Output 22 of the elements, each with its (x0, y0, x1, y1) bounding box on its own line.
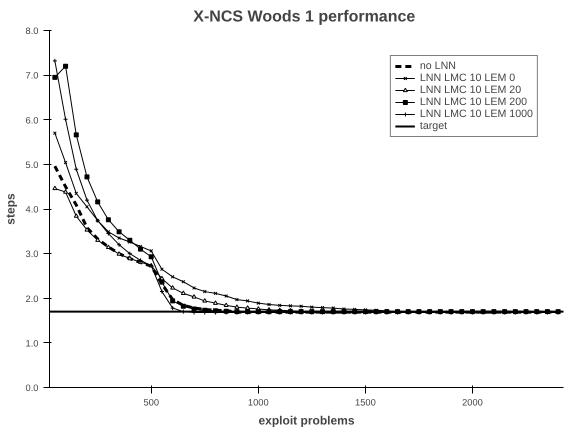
x-tick-label: 2000 (462, 398, 483, 408)
y-axis-title: steps (4, 193, 18, 225)
chart-title: X-NCS Woods 1 performance (193, 8, 416, 26)
y-tick-label: 3.0 (26, 249, 38, 260)
y-tick-label: 6.0 (26, 115, 38, 126)
y-tick-label: 0.0 (26, 383, 38, 393)
x-axis-title: exploit problems (258, 414, 355, 428)
legend-label: LNN LMC 10 LEM 1000 (420, 108, 533, 120)
legend-label: target (420, 120, 448, 132)
legend-label: LNN LMC 10 LEM 0 (420, 72, 516, 84)
x-tick-label: 1000 (248, 398, 269, 408)
legend-label: LNN LMC 10 LEM 20 (420, 84, 522, 96)
x-tick-label: 1500 (355, 398, 376, 408)
y-tick-label: 1.0 (26, 338, 38, 348)
y-tick-label: 4.0 (26, 204, 38, 214)
y-tick-label: 8.0 (26, 26, 38, 36)
x-tick-label: 500 (143, 398, 160, 408)
legend-label: no LNN (420, 60, 456, 72)
y-tick-label: 7.0 (26, 70, 38, 81)
legend-label: LNN LMC 10 LEM 200 (420, 96, 528, 108)
y-tick-label: 2.0 (26, 294, 38, 304)
y-tick-label: 5.0 (26, 160, 38, 170)
